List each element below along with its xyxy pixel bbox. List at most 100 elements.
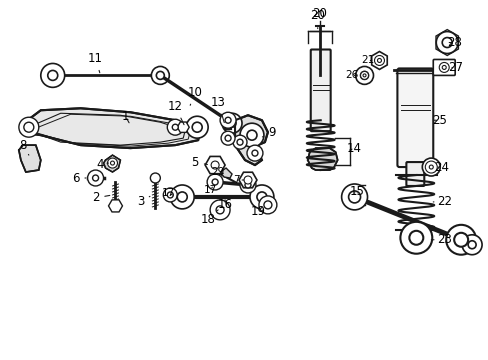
Circle shape [170, 185, 194, 209]
Circle shape [422, 158, 439, 176]
Text: 28: 28 [446, 36, 461, 49]
Text: 9: 9 [262, 126, 275, 139]
Circle shape [110, 161, 114, 165]
Circle shape [151, 67, 169, 84]
Circle shape [446, 225, 475, 255]
Text: 22: 22 [432, 195, 451, 208]
Circle shape [211, 161, 219, 169]
Circle shape [24, 122, 34, 132]
Text: 23: 23 [430, 233, 451, 246]
Circle shape [220, 112, 236, 128]
Polygon shape [435, 30, 457, 55]
Circle shape [467, 241, 475, 249]
Circle shape [441, 66, 446, 69]
Circle shape [355, 67, 373, 84]
Polygon shape [103, 155, 120, 172]
Text: 29: 29 [211, 167, 224, 177]
FancyBboxPatch shape [432, 59, 454, 75]
Circle shape [461, 235, 481, 255]
Polygon shape [19, 145, 41, 172]
Circle shape [221, 131, 235, 145]
Circle shape [408, 231, 423, 245]
Circle shape [216, 206, 224, 214]
Polygon shape [21, 108, 200, 148]
Circle shape [374, 55, 384, 66]
Text: 13: 13 [210, 96, 225, 122]
Polygon shape [235, 115, 267, 165]
Text: 14: 14 [346, 141, 361, 155]
Polygon shape [220, 168, 232, 178]
Text: 3: 3 [137, 195, 150, 208]
Circle shape [210, 200, 229, 220]
Circle shape [400, 222, 431, 254]
Text: 26: 26 [344, 71, 358, 80]
Text: 7: 7 [232, 175, 244, 185]
Circle shape [207, 174, 223, 190]
Circle shape [227, 119, 236, 127]
Circle shape [212, 179, 218, 185]
Circle shape [192, 122, 202, 132]
Polygon shape [108, 200, 122, 212]
Circle shape [246, 145, 263, 161]
Circle shape [167, 192, 173, 198]
Circle shape [48, 71, 58, 80]
FancyBboxPatch shape [406, 162, 424, 186]
Circle shape [244, 176, 251, 184]
Circle shape [251, 150, 258, 156]
Circle shape [163, 188, 177, 202]
Text: 5: 5 [191, 156, 207, 168]
Circle shape [249, 185, 273, 209]
Text: 20: 20 [312, 7, 326, 20]
Circle shape [19, 117, 39, 137]
Text: 1: 1 [122, 110, 129, 123]
Text: 8: 8 [19, 139, 29, 155]
Circle shape [246, 130, 256, 140]
Polygon shape [177, 122, 189, 132]
Circle shape [341, 184, 367, 210]
Circle shape [41, 63, 64, 87]
Circle shape [222, 113, 242, 133]
Circle shape [240, 177, 255, 193]
Circle shape [167, 119, 183, 135]
Circle shape [172, 124, 178, 130]
Text: 24: 24 [433, 161, 448, 174]
Circle shape [360, 71, 368, 80]
Circle shape [237, 139, 243, 145]
Text: 2: 2 [92, 192, 109, 204]
Circle shape [453, 233, 467, 247]
Circle shape [156, 71, 164, 80]
Circle shape [362, 74, 366, 77]
Text: 11: 11 [88, 52, 103, 73]
Text: 27: 27 [447, 61, 462, 74]
FancyBboxPatch shape [310, 50, 330, 131]
Text: 12: 12 [167, 100, 183, 125]
Circle shape [360, 71, 368, 80]
Text: 21: 21 [360, 55, 373, 66]
Text: 4: 4 [97, 158, 108, 171]
Circle shape [233, 135, 246, 149]
Circle shape [428, 165, 432, 169]
Circle shape [256, 192, 266, 202]
Text: 15: 15 [349, 185, 364, 198]
Text: 6: 6 [72, 171, 86, 185]
Polygon shape [239, 172, 256, 188]
Circle shape [150, 173, 160, 183]
Circle shape [377, 58, 381, 62]
Polygon shape [371, 51, 386, 69]
Circle shape [348, 191, 360, 203]
Circle shape [177, 192, 187, 202]
Circle shape [435, 32, 457, 54]
Circle shape [186, 116, 208, 138]
Text: 16: 16 [217, 198, 232, 211]
Circle shape [92, 175, 99, 181]
Circle shape [425, 161, 436, 173]
Circle shape [441, 37, 451, 48]
Text: 17: 17 [162, 188, 175, 198]
Text: 17: 17 [203, 185, 216, 195]
Polygon shape [307, 148, 337, 170]
Circle shape [224, 117, 230, 123]
Circle shape [240, 123, 264, 147]
Circle shape [264, 201, 271, 209]
FancyBboxPatch shape [397, 68, 432, 167]
Circle shape [87, 170, 103, 186]
